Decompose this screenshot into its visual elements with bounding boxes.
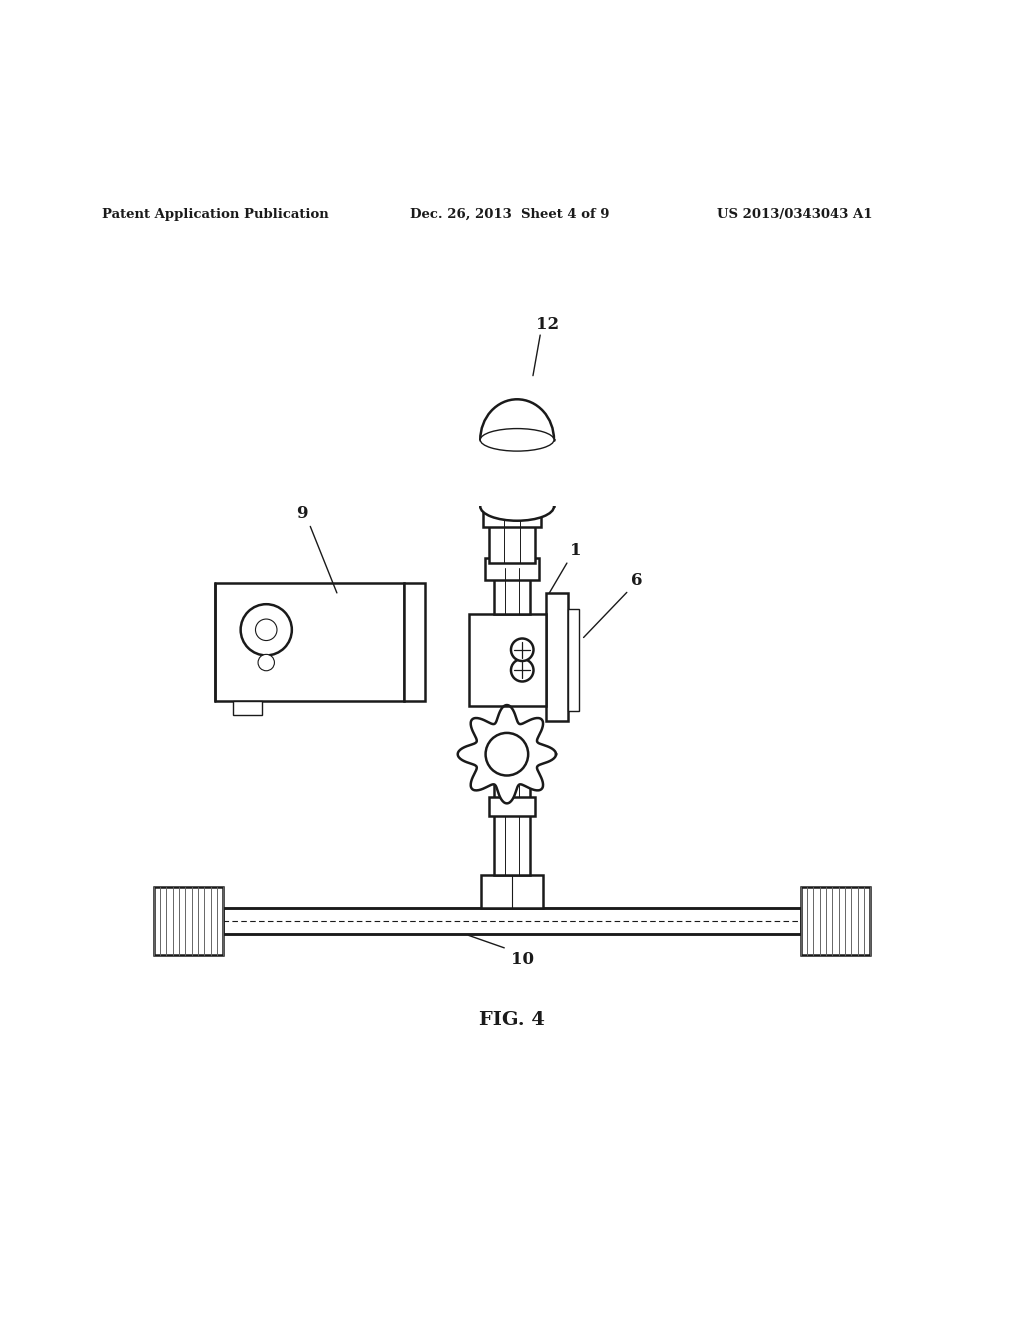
Bar [489,516,535,562]
Circle shape [241,605,292,656]
Text: FIG. 4: FIG. 4 [479,1011,545,1030]
Text: Dec. 26, 2013  Sheet 4 of 9: Dec. 26, 2013 Sheet 4 of 9 [410,209,609,220]
Bar [469,614,546,706]
Bar [485,557,539,579]
Bar [494,568,530,614]
Bar [801,887,870,954]
Circle shape [258,655,274,671]
Text: 10: 10 [511,950,534,968]
Ellipse shape [480,492,554,520]
Bar [546,594,568,722]
Bar [494,767,530,875]
Bar [489,797,535,816]
Bar [466,440,568,507]
Text: 6: 6 [631,572,643,589]
Text: 9: 9 [296,506,308,523]
Ellipse shape [480,399,554,480]
Circle shape [511,659,534,681]
Bar [481,875,543,908]
Text: 1: 1 [569,543,582,558]
Bar [215,583,404,701]
Bar [404,583,425,701]
Bar [483,508,541,527]
Text: US 2013/0343043 A1: US 2013/0343043 A1 [717,209,872,220]
Circle shape [256,619,276,640]
Text: Patent Application Publication: Patent Application Publication [102,209,329,220]
Bar [223,908,801,935]
Polygon shape [458,705,556,804]
Ellipse shape [480,429,554,451]
Bar [568,609,579,711]
Text: 12: 12 [537,315,559,333]
Bar [480,440,554,507]
Circle shape [511,639,534,661]
Bar [233,701,262,715]
Bar [154,887,223,954]
Circle shape [485,733,528,776]
